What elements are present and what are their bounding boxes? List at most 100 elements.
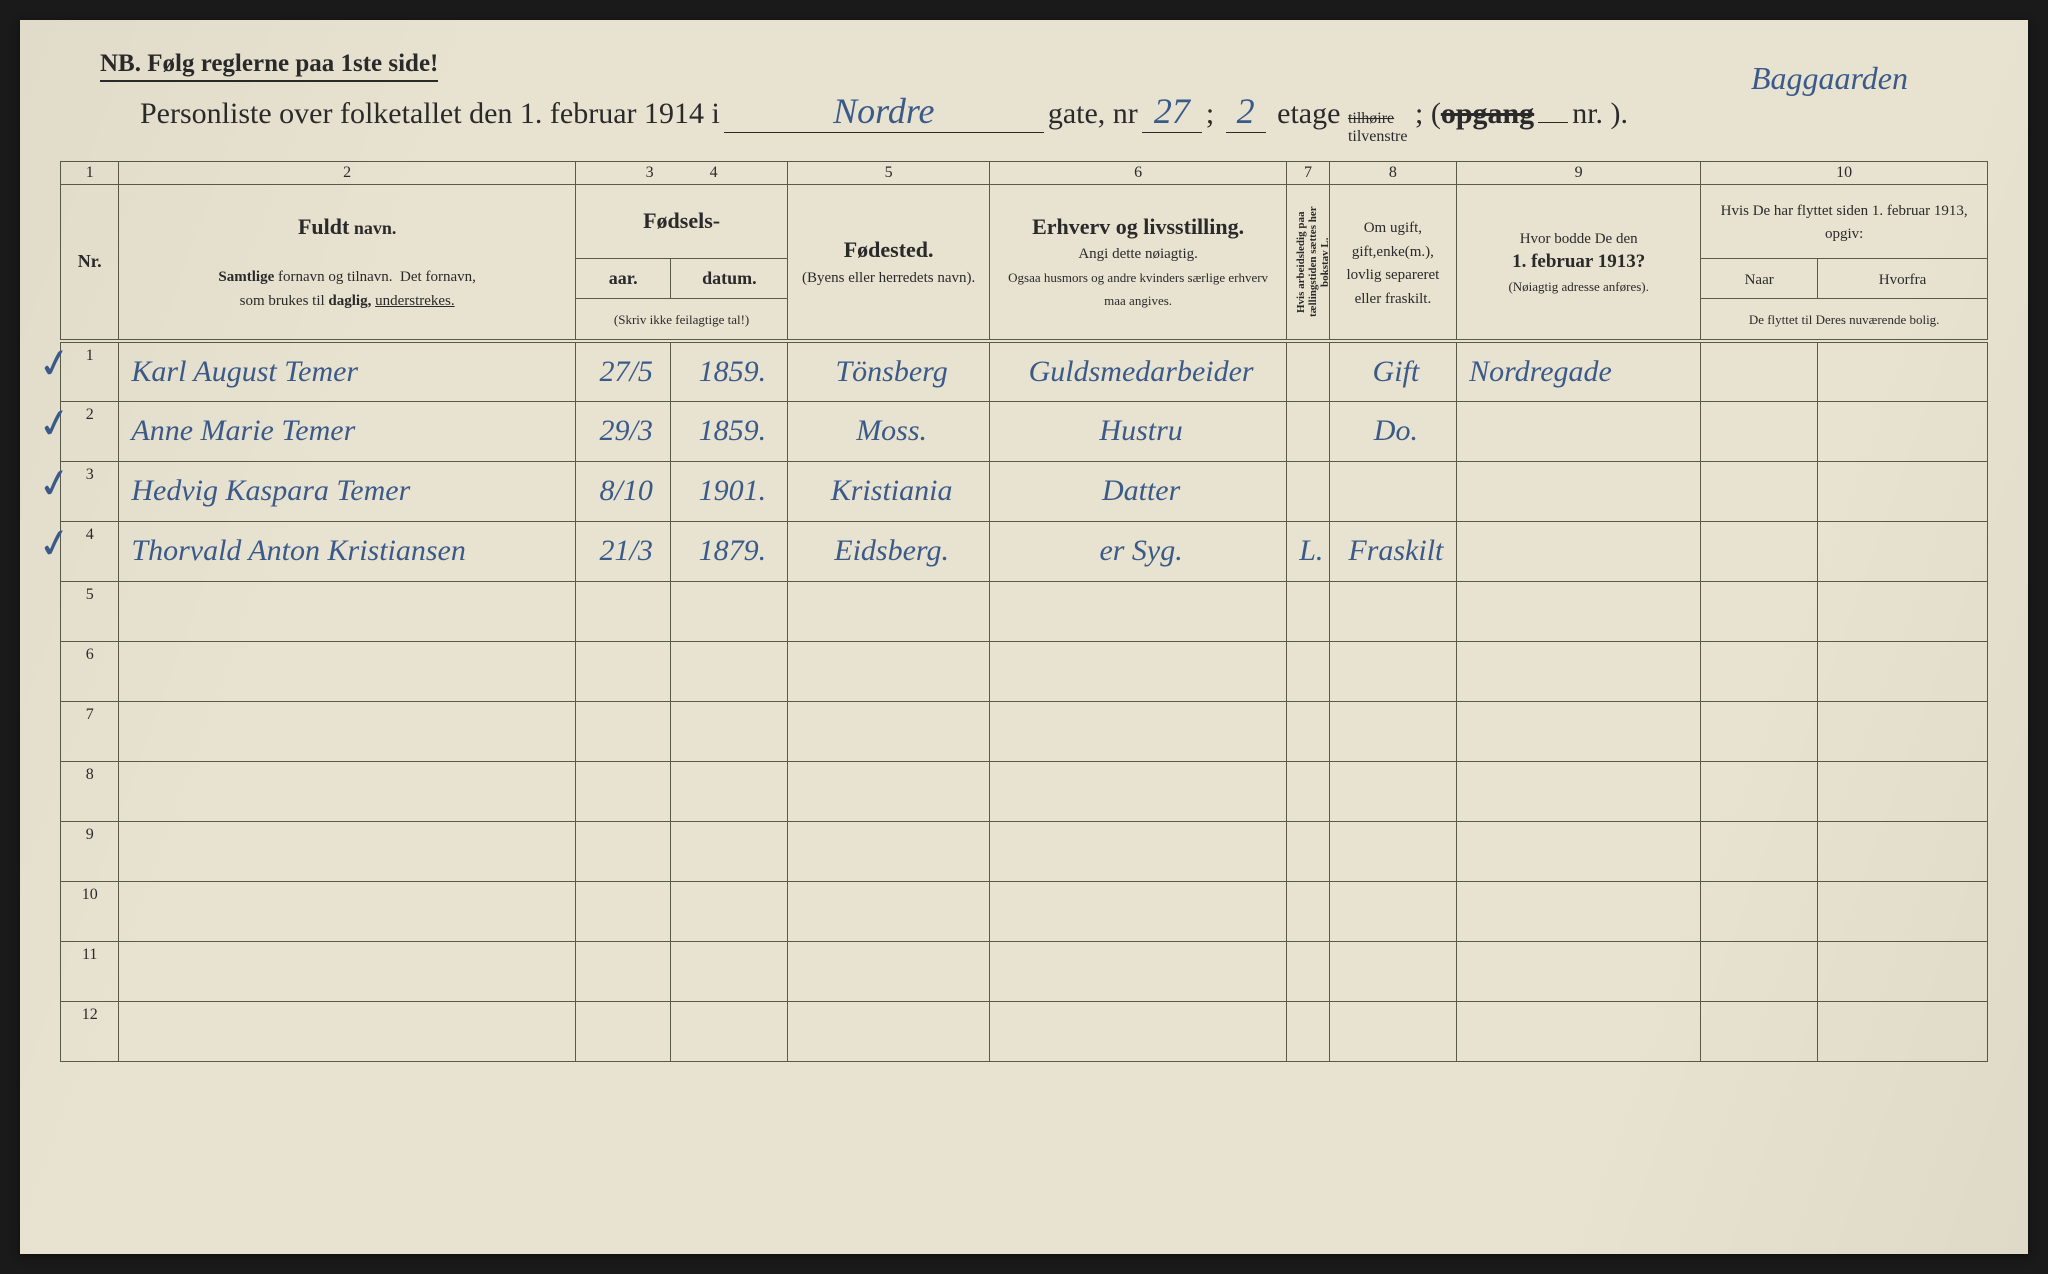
cell-occupation [989,881,1286,941]
cell-unemployed [1287,461,1329,521]
title-prefix: Personliste over folketallet den 1. febr… [140,97,720,131]
header-moved-note: De flyttet til Deres nuværende bolig. [1701,299,1988,341]
cell-birth-year [671,881,788,941]
side-options: tilhøire tilvenstre [1348,110,1408,146]
cell-moved-when [1701,341,1818,401]
cell-occupation [989,941,1286,1001]
cell-marital [1329,461,1456,521]
cell-birthplace: Tönsberg [788,341,990,401]
cell-unemployed: L. [1287,521,1329,581]
cell-birth-year [671,761,788,821]
cell-birthplace [788,941,990,1001]
cell-birth-year [671,701,788,761]
cell-marital: Gift [1329,341,1456,401]
cell-moved-from [1818,881,1988,941]
cell-birth-year [671,821,788,881]
cell-birth-year [671,581,788,641]
census-table: 1 2 3 4 5 6 7 8 9 10 Nr. Fuldt navn. Sam… [60,161,1988,1062]
cell-name [119,1001,576,1061]
cell-birth-year: 1879. [671,521,788,581]
colnum-6: 6 [989,162,1286,185]
table-row: 11 [61,941,1988,1001]
cell-moved-from [1818,1001,1988,1061]
cell-birth-day [575,581,671,641]
cell-moved-when [1701,461,1818,521]
row-number: 6 [61,641,119,701]
annotation-baggaarden: Baggaarden [1751,60,1908,97]
cell-prev-address [1457,521,1701,581]
table-row: 10 [61,881,1988,941]
cell-name [119,941,576,1001]
cell-prev-address [1457,461,1701,521]
cell-birth-day [575,941,671,1001]
cell-birth-day [575,881,671,941]
cell-name: Thorvald Anton Kristiansen [119,521,576,581]
header-nr: Nr. [61,185,119,342]
cell-birth-day [575,761,671,821]
house-number-field: 27 [1142,90,1202,133]
cell-marital [1329,881,1456,941]
cell-birth-day: 27/5 [575,341,671,401]
cell-occupation [989,761,1286,821]
cell-name [119,641,576,701]
row-number: 9 [61,821,119,881]
cell-prev-address [1457,701,1701,761]
cell-birth-day: 8/10 [575,461,671,521]
header-prev-addr: Hvor bodde De den 1. februar 1913? (Nøia… [1457,185,1701,342]
cell-unemployed [1287,341,1329,401]
cell-moved-when [1701,701,1818,761]
cell-moved-from [1818,641,1988,701]
cell-birth-year: 1859. [671,401,788,461]
cell-prev-address [1457,941,1701,1001]
street-name-field: Nordre [724,90,1044,133]
cell-birthplace [788,881,990,941]
cell-birthplace: Moss. [788,401,990,461]
table-row: 5 [61,581,1988,641]
cell-name [119,581,576,641]
cell-birth-year: 1859. [671,341,788,401]
cell-moved-when [1701,641,1818,701]
header-name-sub: Samtlige fornavn og tilnavn. Det fornavn… [218,269,475,309]
cell-marital [1329,701,1456,761]
cell-birthplace [788,1001,990,1061]
opgang-label-struck: opgang [1441,97,1534,131]
cell-occupation: er Syg. [989,521,1286,581]
etage-number-field: 2 [1226,90,1266,133]
header-birth-group: Fødsels- [575,185,787,259]
cell-unemployed [1287,881,1329,941]
cell-prev-address [1457,401,1701,461]
cell-name [119,761,576,821]
header-birth-year: aar. [575,258,671,298]
cell-unemployed [1287,581,1329,641]
cell-unemployed [1287,941,1329,1001]
cell-occupation [989,701,1286,761]
header-name: Fuldt navn. Samtlige fornavn og tilnavn.… [119,185,576,342]
cell-occupation: Hustru [989,401,1286,461]
cell-birth-year [671,641,788,701]
cell-birthplace [788,821,990,881]
gate-label: gate, nr [1048,97,1138,131]
cell-moved-from [1818,341,1988,401]
header-moved-top: Hvis De har flyttet siden 1. februar 191… [1701,185,1988,259]
cell-prev-address [1457,641,1701,701]
cell-moved-when [1701,821,1818,881]
cell-unemployed [1287,761,1329,821]
colnum-7: 7 [1287,162,1329,185]
cell-moved-from [1818,521,1988,581]
nb-instruction: NB. Følg reglerne paa 1ste side! [100,50,438,82]
colnum-1: 1 [61,162,119,185]
row-number: 11 [61,941,119,1001]
header-birthplace: Fødested. (Byens eller herredets navn). [788,185,990,342]
cell-prev-address [1457,761,1701,821]
cell-birth-day [575,641,671,701]
header-marital: Om ugift, gift,enke(m.), lovlig separere… [1329,185,1456,342]
table-row: 7 [61,701,1988,761]
colnum-8: 8 [1329,162,1456,185]
header-moved-when: Naar [1701,258,1818,298]
cell-prev-address [1457,881,1701,941]
column-number-row: 1 2 3 4 5 6 7 8 9 10 [61,162,1988,185]
cell-name [119,701,576,761]
cell-name: Anne Marie Temer [119,401,576,461]
header-occupation: Erhverv og livsstilling. Angi dette nøia… [989,185,1286,342]
cell-marital: Do. [1329,401,1456,461]
